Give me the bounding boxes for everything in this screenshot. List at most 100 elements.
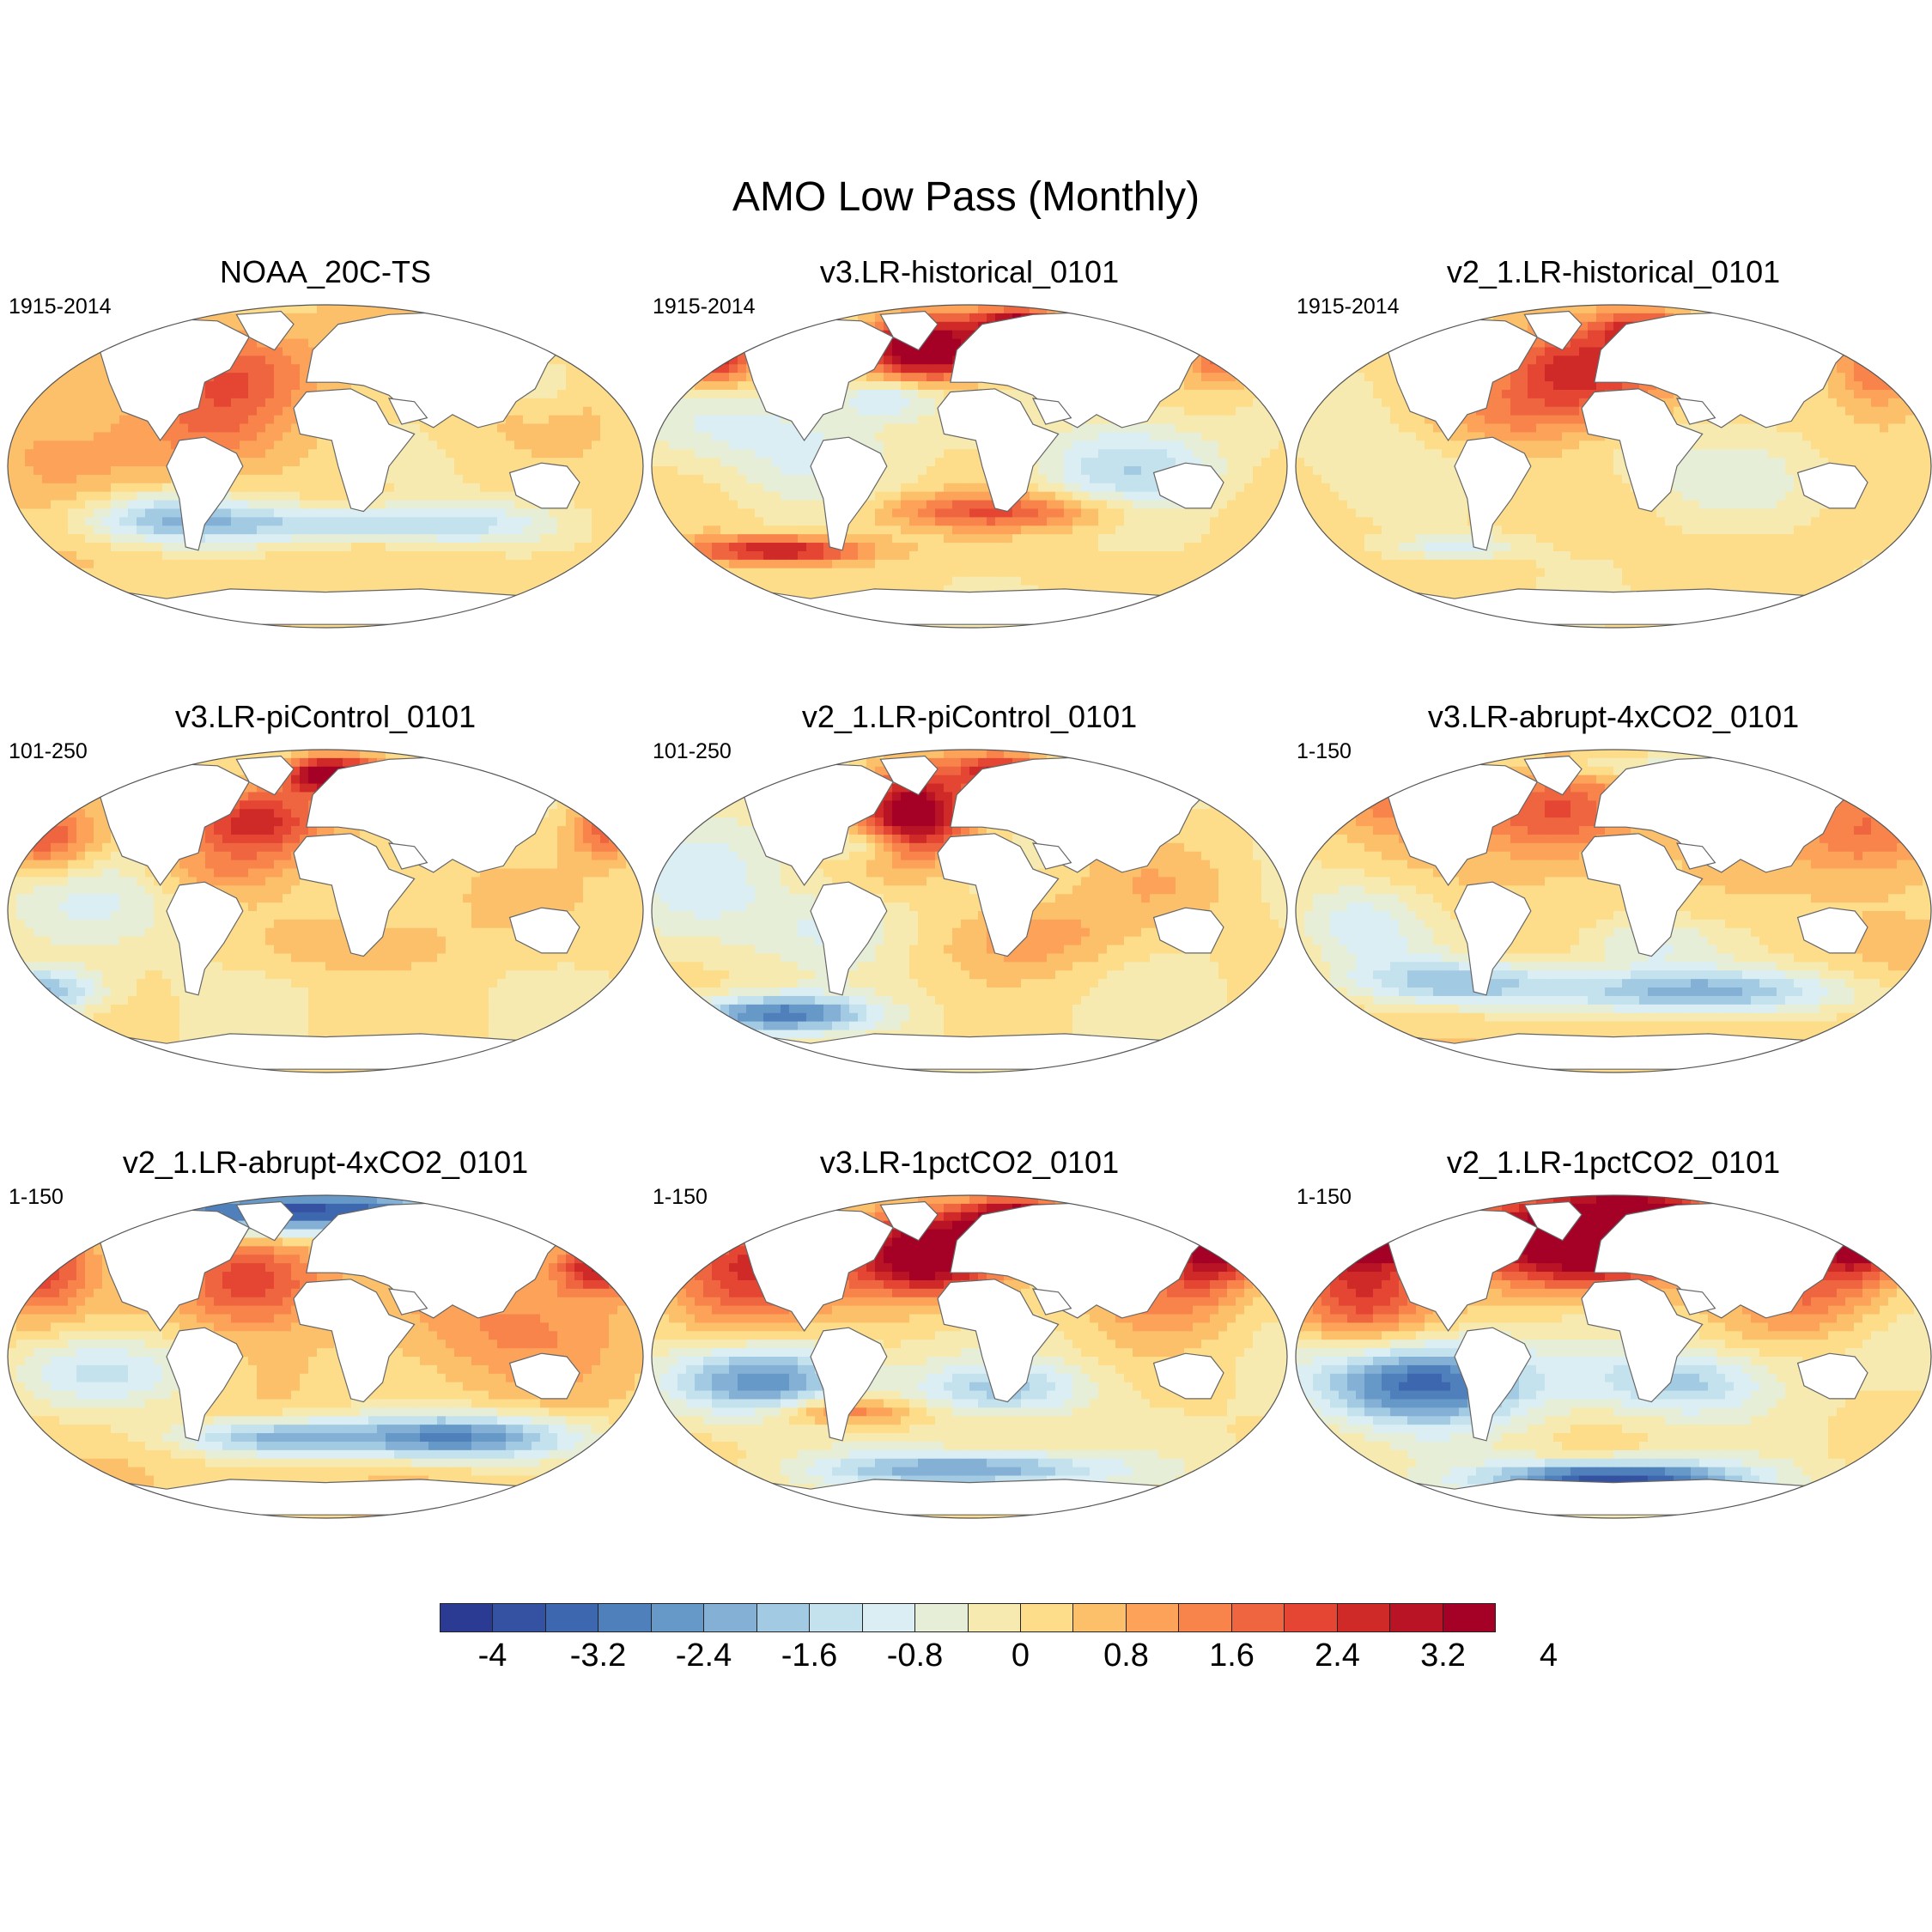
- field-cell: [935, 415, 945, 425]
- field-cell: [1090, 458, 1099, 467]
- field-cell: [858, 423, 867, 434]
- field-cell: [892, 347, 902, 356]
- field-cell: [274, 576, 283, 586]
- field-cell: [969, 458, 979, 467]
- field-cell: [514, 619, 524, 628]
- field-cell: [866, 526, 876, 535]
- field-cell: [549, 381, 558, 391]
- field-cell: [308, 338, 318, 349]
- field-cell: [514, 458, 524, 467]
- field-cell: [566, 432, 575, 441]
- field-cell: [540, 602, 550, 611]
- field-cell: [145, 474, 155, 484]
- field-cell: [652, 305, 661, 314]
- field-cell: [68, 474, 77, 484]
- field-cell: [566, 389, 575, 399]
- field-cell: [952, 500, 962, 510]
- field-cell: [51, 585, 60, 595]
- field-cell: [94, 559, 103, 569]
- field-cell: [755, 526, 764, 535]
- field-cell: [1236, 347, 1245, 356]
- field-cell: [403, 449, 412, 459]
- field-cell: [720, 517, 730, 526]
- field-cell: [51, 458, 60, 467]
- field-cell: [1253, 458, 1262, 467]
- field-cell: [583, 381, 592, 391]
- field-cell: [1201, 534, 1211, 544]
- field-cell: [197, 543, 206, 552]
- field-cell: [961, 330, 970, 340]
- field-cell: [712, 305, 721, 314]
- field-cell: [1270, 526, 1279, 535]
- field-cell: [635, 313, 643, 323]
- field-cell: [909, 483, 919, 493]
- field-cell: [197, 559, 206, 569]
- field-cell: [325, 534, 335, 544]
- field-cell: [1115, 517, 1125, 526]
- field-cell: [566, 338, 575, 349]
- field-cell: [677, 330, 687, 340]
- field-cell: [1047, 449, 1056, 459]
- field-cell: [8, 458, 17, 467]
- field-cell: [94, 432, 103, 441]
- field-cell: [386, 398, 395, 408]
- field-cell: [1279, 330, 1287, 340]
- field-cell: [609, 526, 618, 535]
- field-cell: [1115, 432, 1125, 441]
- field-cell: [222, 389, 232, 399]
- field-cell: [798, 543, 807, 552]
- field-cell: [85, 568, 94, 578]
- field-cell: [532, 508, 541, 518]
- field-cell: [51, 440, 60, 450]
- field-cell: [102, 432, 112, 441]
- field-cell: [755, 321, 764, 331]
- field-cell: [952, 440, 962, 450]
- field-cell: [1038, 458, 1048, 467]
- field-cell: [1210, 373, 1219, 382]
- field-cell: [789, 526, 799, 535]
- field-cell: [145, 483, 155, 493]
- field-cell: [875, 415, 884, 425]
- field-cell: [68, 347, 77, 356]
- field-cell: [669, 406, 678, 416]
- field-cell: [875, 543, 884, 552]
- field-cell: [806, 305, 816, 314]
- field-cell: [1236, 458, 1245, 467]
- field-cell: [162, 508, 172, 518]
- field-cell: [291, 338, 301, 349]
- field-cell: [592, 483, 601, 493]
- field-cell: [549, 355, 558, 365]
- field-cell: [712, 458, 721, 467]
- field-cell: [927, 415, 936, 425]
- field-cell: [94, 389, 103, 399]
- field-cell: [1193, 458, 1202, 467]
- field-cell: [703, 389, 713, 399]
- field-cell: [549, 313, 558, 323]
- field-cell: [712, 389, 721, 399]
- field-cell: [16, 373, 26, 382]
- field-cell: [1107, 517, 1116, 526]
- field-cell: [102, 491, 112, 501]
- field-cell: [85, 474, 94, 484]
- field-cell: [1107, 500, 1116, 510]
- field-cell: [1158, 517, 1168, 526]
- field-cell: [772, 440, 781, 450]
- field-cell: [961, 313, 970, 323]
- field-cell: [600, 517, 610, 526]
- field-cell: [583, 305, 592, 314]
- field-cell: [1038, 534, 1048, 544]
- field-cell: [463, 576, 472, 586]
- field-cell: [609, 517, 618, 526]
- field-cell: [523, 440, 532, 450]
- field-cell: [961, 508, 970, 518]
- field-cell: [557, 550, 567, 561]
- field-cell: [33, 559, 43, 569]
- field-cell: [1279, 526, 1287, 535]
- field-cell: [94, 526, 103, 535]
- field-cell: [1261, 458, 1271, 467]
- field-cell: [1055, 440, 1065, 450]
- field-cell: [1261, 389, 1271, 399]
- field-cell: [283, 338, 292, 349]
- field-cell: [411, 500, 421, 510]
- field-cell: [1115, 474, 1125, 484]
